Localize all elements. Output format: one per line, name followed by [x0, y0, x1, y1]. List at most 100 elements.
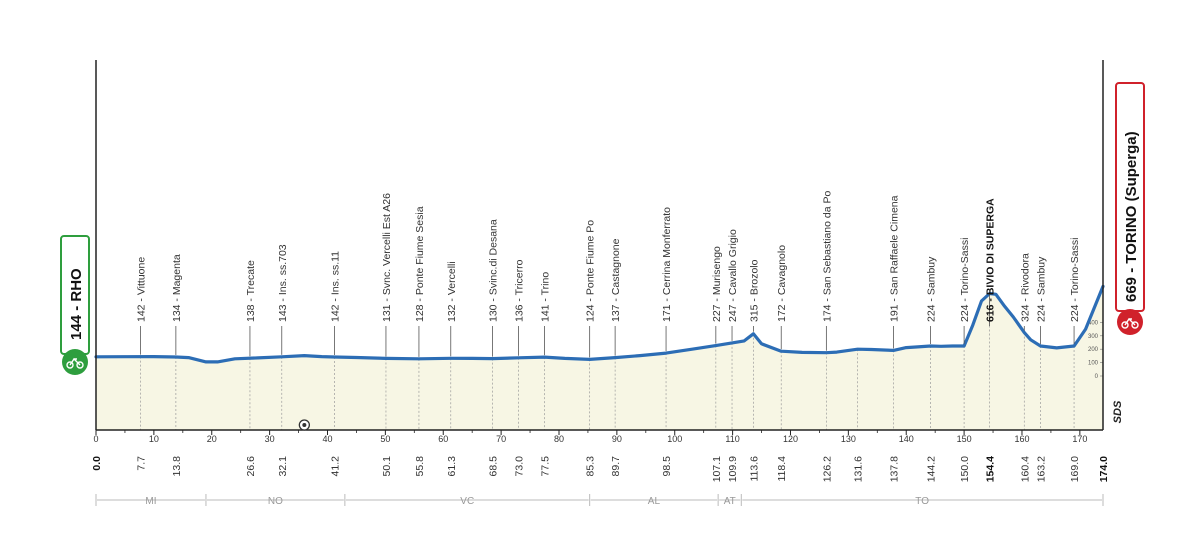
- km-label: 169.0: [1069, 456, 1081, 482]
- x-tick-label: 140: [899, 434, 914, 444]
- waypoint-label: 136 - Tricerro: [514, 259, 526, 322]
- x-tick-label: 150: [957, 434, 972, 444]
- waypoint-label: 137 - Castagnone: [610, 238, 622, 322]
- elevation-scale: 0 100 200 300 400: [1088, 320, 1103, 380]
- elev-tick-label: 400: [1088, 320, 1099, 326]
- x-tick-label: 40: [322, 434, 332, 444]
- profile-fill-area: [96, 286, 1103, 430]
- km-labels: 7.7 13.8 26.6 32.1 41.2 50.1 55.8 61.3 68.5 73.0 7…: [91, 456, 1110, 482]
- waypoint-label: 131 - Svnc. Vercelli Est A26: [381, 193, 393, 322]
- x-tick-label: 110: [725, 434, 739, 444]
- waypoint-label: 247 - Cavallo Grigio: [727, 229, 739, 322]
- km-label: 55.8: [414, 456, 426, 477]
- waypoint-label: 224 - Torino-Sassi: [959, 238, 971, 322]
- x-tick-label: 30: [265, 434, 275, 444]
- km-label: 118.4: [776, 456, 788, 482]
- waypoint-label: 315 - Brozolo: [748, 259, 760, 322]
- km-label: 26.6: [245, 456, 257, 477]
- waypoint-label: 174 - San Sebastiano da Po: [821, 190, 833, 322]
- km-label: 32.1: [277, 456, 289, 477]
- km-label: 109.9: [727, 456, 739, 482]
- waypoint-label: 616 - BIVIO DI SUPERGA: [985, 198, 997, 322]
- km-label: 137.8: [889, 456, 901, 482]
- profile-background: [96, 286, 1103, 430]
- waypoint-label: 324 - Rivodora: [1019, 253, 1031, 322]
- km-label-start: 0.0: [91, 456, 103, 471]
- km-label: 150.0: [959, 456, 971, 482]
- km-label: 154.4: [985, 456, 997, 482]
- x-tick-label: 70: [496, 434, 506, 444]
- bike-glyph-start: [66, 357, 84, 369]
- bike-glyph-finish: [1121, 317, 1139, 329]
- km-label: 126.2: [821, 456, 833, 482]
- start-badge: 144 - RHO: [60, 235, 90, 375]
- km-label: 50.1: [381, 456, 393, 477]
- region-label: AT: [724, 496, 736, 507]
- x-tick-label: 170: [1072, 434, 1087, 444]
- km-label: 68.5: [487, 456, 499, 477]
- x-tick-label: 90: [612, 434, 622, 444]
- waypoint-labels: 142 - Vittuone 134 - Magenta 138 - Trecate…: [136, 190, 1081, 358]
- start-badge-label: 144 - RHO: [68, 268, 85, 340]
- waypoint-label: 134 - Magenta: [171, 254, 183, 322]
- waypoint-label: 130 - Svinc.di Desana: [487, 219, 499, 322]
- x-tick-label: 160: [1014, 434, 1029, 444]
- feed-zone-icon-dot: [302, 423, 307, 427]
- waypoint-label: 138 - Trecate: [245, 260, 257, 322]
- elev-tick-label: 300: [1088, 334, 1099, 340]
- region-label: AL: [648, 496, 661, 507]
- km-label: 144.2: [926, 456, 938, 482]
- waypoint-label: 142 - Vittuone: [136, 257, 148, 322]
- waypoint-label: 143 - Ins. ss.703: [277, 244, 289, 322]
- waypoint-label: 224 - Torino-Sassi: [1069, 238, 1081, 322]
- start-cycling-icon: [62, 349, 88, 375]
- x-tick-label: 10: [149, 434, 159, 444]
- waypoint-label: 224 - Sambuy: [1036, 256, 1048, 322]
- km-label: 160.4: [1019, 456, 1031, 482]
- finish-cycling-icon: [1117, 309, 1143, 335]
- km-label: 131.6: [853, 456, 865, 482]
- waypoint-label: 132 - Vercelli: [446, 261, 458, 322]
- km-label: 61.3: [446, 456, 458, 477]
- waypoint-label: 142 - Ins. ss.11: [329, 251, 341, 322]
- x-tick-label: 60: [438, 434, 448, 444]
- brand-logo: SDS: [1112, 400, 1124, 423]
- km-label: 98.5: [661, 456, 673, 477]
- x-tick-label: 130: [841, 434, 856, 444]
- km-label: 13.8: [171, 456, 183, 477]
- x-tick-label: 100: [667, 434, 682, 444]
- x-axis-ticks: 0 10 20 30 40 50 60 70 80 90 100 110 120 130 140 150 160…: [93, 430, 1087, 444]
- km-label: 73.0: [514, 456, 526, 477]
- region-label: NO: [268, 496, 283, 507]
- region-label: TO: [915, 496, 929, 507]
- km-label: 89.7: [610, 456, 622, 477]
- profile-line: [94, 284, 1105, 364]
- waypoint-label: 171 - Cerrina Monferrato: [661, 207, 673, 322]
- km-label: 85.3: [585, 456, 597, 477]
- km-label-end: 174.0: [1098, 456, 1110, 482]
- region-label: MI: [145, 496, 156, 507]
- km-label: 107.1: [711, 456, 723, 482]
- km-label: 77.5: [540, 456, 552, 477]
- km-label: 7.7: [136, 456, 148, 471]
- km-label: 163.2: [1036, 456, 1048, 482]
- waypoint-label: 224 - Sambuy: [926, 256, 938, 322]
- x-tick-label: 50: [380, 434, 390, 444]
- km-label: 113.6: [748, 456, 760, 482]
- elev-tick-label: 0: [1095, 374, 1099, 380]
- km-label: 41.2: [329, 456, 341, 477]
- x-tick-label: 80: [554, 434, 564, 444]
- finish-badge-label: 669 - TORINO (Superga): [1123, 131, 1140, 302]
- waypoint-label: 141 - Trino: [540, 272, 552, 322]
- elev-tick-label: 100: [1088, 361, 1099, 367]
- waypoint-label: 172 - Cavagnolo: [776, 245, 788, 322]
- waypoint-grid-lines: [140, 293, 1075, 430]
- x-tick-label: 120: [783, 434, 798, 444]
- waypoint-label: 227 - Murisengo: [711, 246, 723, 322]
- elev-tick-label: 200: [1088, 347, 1099, 353]
- x-tick-label: 0: [93, 434, 98, 444]
- region-label: VC: [460, 496, 474, 507]
- feed-zone-marker: [298, 419, 310, 431]
- waypoint-label: 128 - Ponte Fiume Sesia: [414, 206, 426, 322]
